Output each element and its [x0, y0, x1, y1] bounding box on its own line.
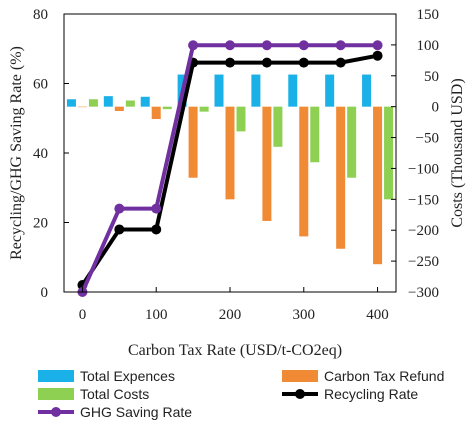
data-point — [151, 224, 162, 235]
legend-marker — [51, 407, 61, 417]
bar — [77, 106, 87, 108]
y-right-tick-label: 100 — [417, 38, 440, 54]
x-axis-title: Carbon Tax Rate (USD/t-CO2eq) — [128, 342, 342, 359]
tick-layer: 0 100 200 300 400 0 20 40 60 80 150 100 50 0 −50 −100 −1… — [33, 7, 439, 323]
data-point — [151, 203, 162, 214]
data-point — [188, 40, 199, 51]
data-point — [261, 40, 272, 51]
y-left-tick-label: 20 — [33, 216, 48, 232]
bar — [251, 74, 261, 107]
bar — [225, 106, 235, 200]
bar — [151, 106, 161, 120]
bar — [236, 106, 246, 132]
bar — [88, 99, 98, 107]
data-point — [372, 40, 383, 51]
x-tick-label: 400 — [366, 307, 389, 323]
x-tick-label: 0 — [79, 307, 87, 323]
bar — [262, 106, 272, 221]
legend-label: Total Costs — [80, 386, 149, 402]
legend-swatch — [38, 370, 74, 382]
legend-swatch — [282, 370, 318, 382]
y-left-tick-label: 60 — [33, 77, 48, 93]
bar — [162, 106, 172, 110]
bar — [140, 96, 150, 107]
legend-label: Total Expences — [80, 368, 175, 384]
y-right-tick-label: −300 — [408, 285, 439, 301]
data-point — [261, 57, 272, 68]
bar — [214, 74, 224, 107]
y-left-tick-label: 40 — [33, 146, 48, 162]
data-point — [335, 57, 346, 68]
y-right-tick-label: 150 — [417, 7, 440, 23]
y-right-tick-label: −150 — [408, 192, 439, 208]
bar — [103, 96, 113, 107]
bar — [273, 106, 283, 147]
bar — [299, 106, 309, 237]
y-right-tick-label: −100 — [408, 161, 439, 177]
y-right-tick-label: −200 — [408, 223, 439, 239]
data-point — [114, 224, 125, 235]
y-right-tick-label: 50 — [424, 69, 439, 85]
data-point — [298, 57, 309, 68]
bar — [125, 100, 135, 107]
x-tick-label: 100 — [145, 307, 168, 323]
y-axis-right-title: Costs (Thousand USD) — [449, 78, 466, 227]
bar — [199, 106, 209, 112]
y-left-tick-label: 0 — [41, 285, 49, 301]
data-point — [298, 40, 309, 51]
line-layer — [77, 40, 383, 297]
bar — [114, 106, 124, 111]
legend-marker — [295, 389, 305, 399]
bar — [288, 74, 298, 107]
bar — [66, 99, 76, 107]
data-point — [225, 57, 235, 68]
x-tick-label: 300 — [293, 307, 316, 323]
legend: Total Expences Carbon Tax Refund Total Cos… — [38, 368, 444, 420]
bar — [310, 106, 320, 163]
bar — [347, 106, 357, 178]
bar — [336, 106, 346, 249]
y-right-tick-label: 0 — [432, 100, 440, 116]
data-point — [114, 203, 125, 214]
x-tick-label: 200 — [219, 307, 242, 323]
legend-swatch — [38, 388, 74, 400]
bar — [325, 74, 335, 107]
data-point — [335, 40, 346, 51]
legend-label: GHG Saving Rate — [80, 404, 192, 420]
bar — [188, 106, 198, 178]
y-left-tick-label: 80 — [33, 7, 48, 23]
y-right-tick-label: −250 — [408, 254, 439, 270]
data-point — [372, 50, 383, 61]
y-right-tick-label: −50 — [416, 131, 439, 147]
bar — [362, 74, 372, 107]
legend-label: Recycling Rate — [324, 386, 418, 402]
y-axis-left-title: Recycling/GHG Saving Rate (%) — [8, 46, 25, 260]
legend-label: Carbon Tax Refund — [324, 368, 444, 384]
bar — [373, 106, 383, 265]
data-point — [225, 40, 235, 51]
bar — [384, 106, 394, 200]
